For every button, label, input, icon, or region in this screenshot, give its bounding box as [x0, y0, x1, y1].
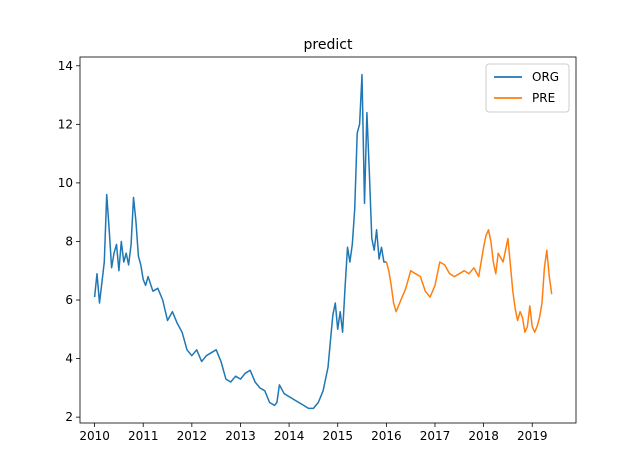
legend: ORG PRE — [485, 63, 570, 113]
x-tick-label: 2017 — [420, 429, 451, 443]
legend-box — [485, 63, 570, 113]
axes-frame — [79, 56, 577, 424]
y-tick-label: 4 — [65, 352, 73, 366]
y-tick-label: 10 — [58, 176, 73, 190]
x-tick-label: 2013 — [225, 429, 256, 443]
x-tick-label: 2019 — [517, 429, 548, 443]
y-tick-label: 12 — [58, 117, 73, 131]
x-tick-label: 2011 — [128, 429, 159, 443]
y-tick-label: 14 — [58, 59, 73, 73]
plot-area — [93, 73, 553, 410]
x-tick-label: 2012 — [177, 429, 208, 443]
x-tick-label: 2014 — [274, 429, 305, 443]
x-tick-label: 2016 — [371, 429, 402, 443]
legend-label-org: ORG — [532, 70, 559, 84]
chart-title: predict — [304, 37, 353, 53]
axes: 2010 2011 2012 2013 2014 2015 2016 2017 2018 2019… — [58, 56, 577, 443]
y-tick-label: 6 — [65, 293, 73, 307]
y-tick-label: 2 — [65, 410, 73, 424]
series-line-org — [93, 73, 387, 410]
x-tick-label: 2018 — [468, 429, 499, 443]
y-tick-label: 8 — [65, 234, 73, 248]
x-tick-label: 2010 — [79, 429, 110, 443]
legend-label-pre: PRE — [532, 91, 555, 105]
x-tick-label: 2015 — [322, 429, 353, 443]
series-line-pre — [385, 229, 553, 333]
